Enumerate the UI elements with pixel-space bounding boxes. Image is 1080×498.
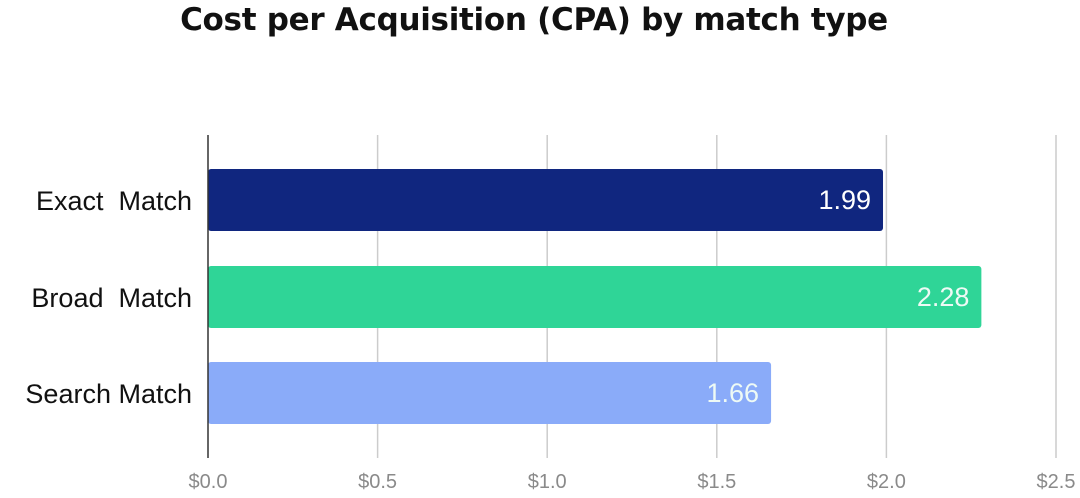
category-label: Search Match	[25, 379, 192, 409]
bar	[208, 266, 982, 328]
data-label: 1.66	[707, 378, 760, 408]
x-tick-label: $0.5	[358, 471, 397, 493]
data-label: 1.99	[818, 185, 871, 215]
data-label: 2.28	[917, 282, 970, 312]
x-tick-label: $1.0	[528, 471, 567, 493]
chart-title: Cost per Acquisition (CPA) by match type	[180, 2, 888, 38]
category-label: Exact Match	[36, 186, 192, 216]
x-tick-label: $1.5	[697, 471, 736, 493]
bar	[208, 362, 772, 424]
category-label: Broad Match	[31, 283, 192, 313]
bar	[208, 169, 884, 231]
x-tick-label: $2.0	[867, 471, 906, 493]
x-tick-label: $0.0	[189, 471, 228, 493]
x-tick-label: $2.5	[1037, 471, 1076, 493]
